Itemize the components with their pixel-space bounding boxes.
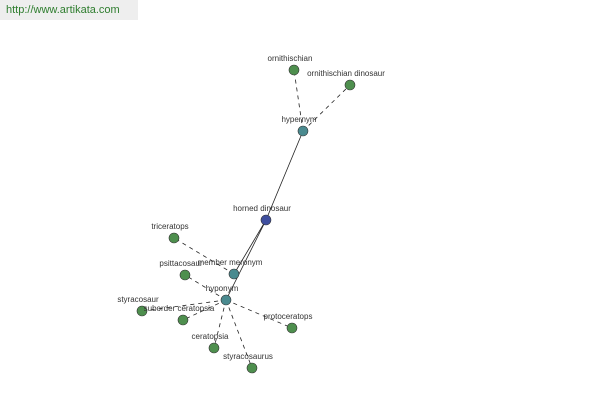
node-label: ornithischian <box>268 54 313 63</box>
node <box>220 294 232 306</box>
node <box>168 232 180 244</box>
node-label: hyponym <box>206 284 239 293</box>
edge <box>184 274 227 301</box>
node-label: hypernym <box>281 115 316 124</box>
node <box>344 79 356 91</box>
node-label: triceratops <box>151 222 188 231</box>
node <box>260 214 272 226</box>
edge <box>233 219 267 275</box>
edge <box>265 130 304 221</box>
edge <box>213 299 227 349</box>
nodes: horned dinosaur hypernym ornithischian orni… <box>117 54 385 374</box>
edge <box>293 69 304 132</box>
site-url[interactable]: http://www.artikata.com <box>6 4 120 16</box>
node <box>288 64 300 76</box>
node <box>136 305 148 317</box>
node <box>246 362 258 374</box>
node <box>177 314 189 326</box>
edges <box>141 69 351 369</box>
edge <box>141 299 227 312</box>
edge <box>225 299 293 329</box>
node-label: member meronym <box>198 258 263 267</box>
node <box>208 342 220 354</box>
header: http://www.artikata.com <box>0 0 138 20</box>
node <box>286 322 298 334</box>
node <box>179 269 191 281</box>
node <box>297 125 309 137</box>
node-label: psittacosaur <box>159 259 202 268</box>
node-label: ceratopsia <box>192 332 229 341</box>
edge <box>302 84 351 132</box>
node-label: horned dinosaur <box>233 204 291 213</box>
node-label: protoceratops <box>264 312 313 321</box>
node-label: styracosaurus <box>223 352 273 361</box>
node-label: suborder ceratopsia <box>144 304 215 313</box>
edge <box>173 237 235 275</box>
node-label: styracosaur <box>117 295 159 304</box>
edge <box>225 219 267 301</box>
node <box>228 268 240 280</box>
node-label: ornithischian dinosaur <box>307 69 385 78</box>
